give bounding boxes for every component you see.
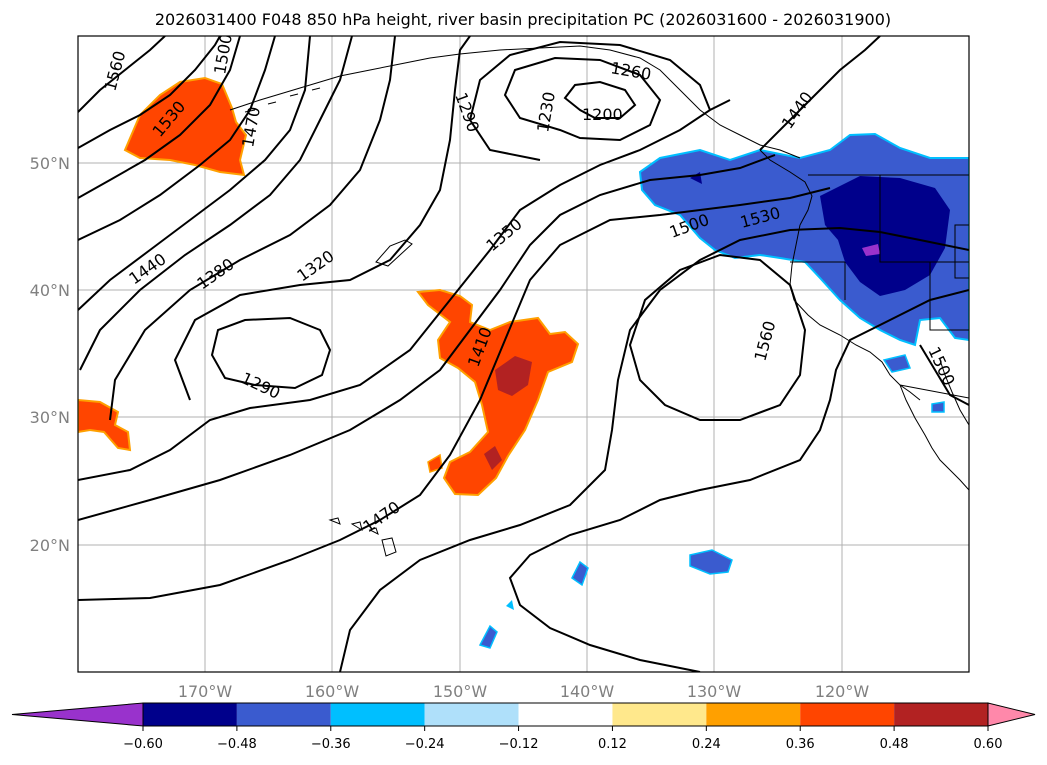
contour-1320-trough — [109, 36, 396, 421]
lat-label: 50°N — [30, 154, 70, 173]
colorbar-tick-label: 0.24 — [692, 737, 721, 752]
colorbar-tick-label: −0.12 — [499, 737, 539, 752]
lon-label: 160°W — [305, 682, 360, 701]
negative-anomaly-shading — [478, 132, 969, 649]
contour-1500-high — [339, 226, 969, 672]
lat-label: 20°N — [30, 536, 70, 555]
contour-1260 — [468, 40, 711, 161]
contour-1530-west — [78, 36, 221, 149]
height-contours — [78, 36, 969, 672]
positive-core-central — [495, 356, 532, 396]
contour-1200-low — [563, 80, 637, 119]
colorbar-segment — [706, 703, 801, 726]
mexico-border — [899, 384, 969, 399]
contour-1440-arc — [78, 36, 311, 311]
hawaiian-islands — [328, 517, 397, 557]
colorbar-segment — [236, 703, 331, 726]
contour-1470-west — [78, 36, 276, 241]
colorbar-tick-label: −0.60 — [123, 737, 163, 752]
baja-california — [899, 384, 969, 491]
contour-1440-north — [759, 36, 881, 151]
map-frame — [77, 35, 970, 673]
colorbar-segment — [518, 703, 613, 726]
alaska-coast — [229, 45, 801, 159]
lat-label: 40°N — [30, 281, 70, 300]
colorbar-tick-label: 0.12 — [598, 737, 627, 752]
longitude-labels: 170°W 160°W 150°W 140°W 130°W 120°W — [178, 682, 870, 701]
bc-coast — [759, 149, 813, 226]
island-mid-pacific — [375, 239, 413, 267]
negative-core-extreme — [862, 244, 880, 256]
contour-1230-low — [503, 56, 662, 142]
contour-1470-south — [78, 187, 831, 601]
colorbar-segment — [424, 703, 519, 726]
colorbar-tick-label: 0.48 — [880, 737, 909, 752]
colorbar-tick-label: 0.36 — [786, 737, 815, 752]
colorbar-segment — [800, 703, 895, 726]
negative-speck-3 — [478, 624, 498, 649]
colorbar-segment — [330, 703, 425, 726]
negative-core-idaho — [820, 176, 950, 296]
figure-title: 2026031400 F048 850 hPa height, river ba… — [155, 10, 891, 29]
contour-1560-high — [628, 253, 807, 421]
positive-speck-1 — [427, 453, 443, 473]
negative-speck-2 — [571, 560, 589, 587]
contour-label: 1200 — [582, 105, 623, 124]
contour-1380-trough — [79, 36, 353, 371]
negative-speck-4 — [506, 600, 514, 610]
contour-1350-inner — [173, 36, 471, 401]
colorbar-tick-label: −0.48 — [217, 737, 257, 752]
colorbar-extend-high — [987, 702, 1036, 727]
gulf-of-california — [939, 359, 969, 426]
colorbar-tick-label: 0.60 — [974, 737, 1003, 752]
colorbar-extend-low — [11, 702, 144, 727]
contour-1410 — [78, 154, 776, 521]
contour-1290-low — [210, 316, 332, 390]
political-borders — [790, 174, 969, 399]
lat-label: 30°N — [30, 408, 70, 427]
colorbar-segment — [143, 703, 237, 726]
contour-1500-south-east — [919, 344, 969, 406]
state-border-1 — [879, 175, 969, 263]
colorbar-segment — [612, 703, 707, 726]
lon-label: 140°W — [560, 682, 615, 701]
colorbar-border — [142, 702, 989, 727]
negative-speck-5 — [931, 401, 945, 413]
state-border-5 — [954, 224, 969, 279]
lon-label: 150°W — [433, 682, 488, 701]
lon-label: 130°W — [687, 682, 742, 701]
negative-region-baja — [882, 354, 912, 373]
positive-region-central — [416, 288, 580, 497]
positive-core-south — [484, 446, 502, 470]
contour-1290-ridge — [78, 99, 731, 481]
negative-region-hawaiian-east — [689, 549, 733, 575]
latitude-labels: 50°N 40°N 30°N 20°N — [30, 154, 70, 555]
colorbar: −0.60 −0.48 −0.36 −0.24 −0.12 0.12 0.24 0.36 0.4… — [11, 702, 1036, 752]
map-area: 1560 1530 1500 1470 1440 1380 1320 1290 … — [78, 36, 969, 672]
contour-1560-west — [78, 36, 166, 113]
state-border-4 — [929, 262, 969, 331]
colorbar-tick-label: −0.24 — [405, 737, 445, 752]
colorbar-tick-label: −0.36 — [311, 737, 351, 752]
contour-1500-west — [78, 36, 241, 199]
colorbar-segment — [894, 703, 988, 726]
contour-1530-high — [508, 289, 969, 672]
lon-label: 120°W — [815, 682, 870, 701]
lon-label: 170°W — [178, 682, 233, 701]
us-west-coast — [789, 224, 921, 401]
